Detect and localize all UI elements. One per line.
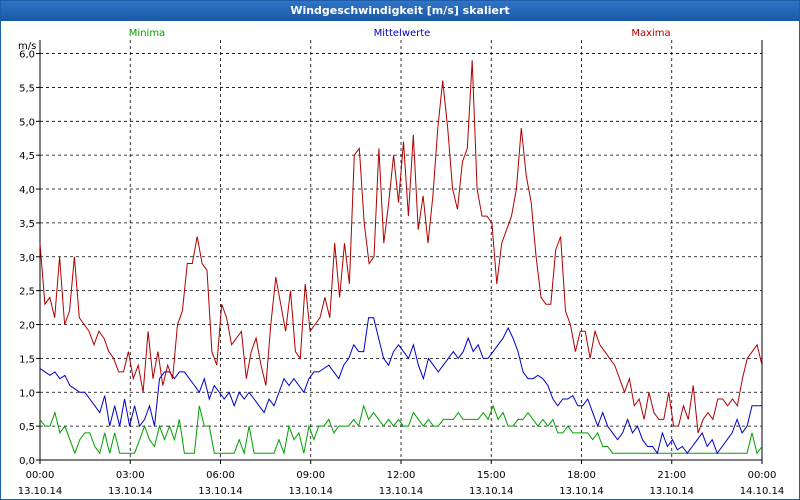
legend-entry-mittelwerte: Mittelwerte xyxy=(374,28,431,39)
x-tick-date-label: 13.10.14 xyxy=(379,486,424,497)
x-tick-time-label: 21:00 xyxy=(657,470,686,481)
x-axis-ticks: 00:00 13.10.14 03:00 13.10.14 06:00 13.10.14 0… xyxy=(18,460,785,497)
legend-entry-maxima: Maxima xyxy=(631,28,670,39)
y-tick-label: 0,0 xyxy=(19,456,35,467)
x-tick-date-label: 13.10.14 xyxy=(18,486,63,497)
y-tick-label: 3,5 xyxy=(19,219,35,230)
series-line-maxima xyxy=(39,60,763,434)
x-tick-date-label: 13.10.14 xyxy=(469,486,514,497)
y-tick-label: 2,0 xyxy=(19,321,35,332)
x-tick-date-label: 13.10.14 xyxy=(649,486,694,497)
y-tick-label: 1,5 xyxy=(19,354,35,365)
x-tick-time-label: 12:00 xyxy=(387,470,416,481)
y-tick-label: 5,0 xyxy=(19,117,35,128)
y-tick-label: 6,0 xyxy=(19,50,35,61)
x-tick-time-label: 18:00 xyxy=(567,470,596,481)
x-tick-time-label: 15:00 xyxy=(477,470,506,481)
y-tick-label: 3,0 xyxy=(19,253,35,264)
series-line-minima xyxy=(39,404,763,456)
y-axis-ticks: 0,0 0,5 1,0 1,5 2,0 2,5 3,0 3,5 4,0 4,5 5,0 5,5 6,0 xyxy=(19,50,40,467)
x-tick-date-label: 13.10.14 xyxy=(288,486,333,497)
x-tick-time-label: 00:00 xyxy=(26,470,55,481)
legend: Minima Mittelwerte Maxima xyxy=(129,28,671,39)
window-title: Windgeschwindigkeit [m/s] skaliert xyxy=(1,1,799,21)
x-tick-date-label: 13.10.14 xyxy=(559,486,604,497)
x-tick-time-label: 00:00 xyxy=(748,470,777,481)
grid-lines xyxy=(40,40,762,461)
x-tick-time-label: 09:00 xyxy=(296,470,325,481)
x-tick-time-label: 06:00 xyxy=(206,470,235,481)
y-axis-unit-label: m/s xyxy=(18,41,36,52)
x-tick-date-label: 13.10.14 xyxy=(108,486,153,497)
y-tick-label: 4,0 xyxy=(19,185,35,196)
series-line-mittelwerte xyxy=(39,317,762,455)
series-lines xyxy=(39,60,763,456)
y-tick-label: 1,0 xyxy=(19,388,35,399)
y-tick-label: 0,5 xyxy=(19,422,35,433)
legend-entry-minima: Minima xyxy=(129,28,165,39)
y-tick-label: 5,5 xyxy=(19,83,35,94)
y-tick-label: 2,5 xyxy=(19,287,35,298)
x-tick-date-label: 13.10.14 xyxy=(198,486,243,497)
y-tick-label: 4,5 xyxy=(19,151,35,162)
x-tick-date-label: 14.10.14 xyxy=(740,486,785,497)
x-tick-time-label: 03:00 xyxy=(116,470,145,481)
